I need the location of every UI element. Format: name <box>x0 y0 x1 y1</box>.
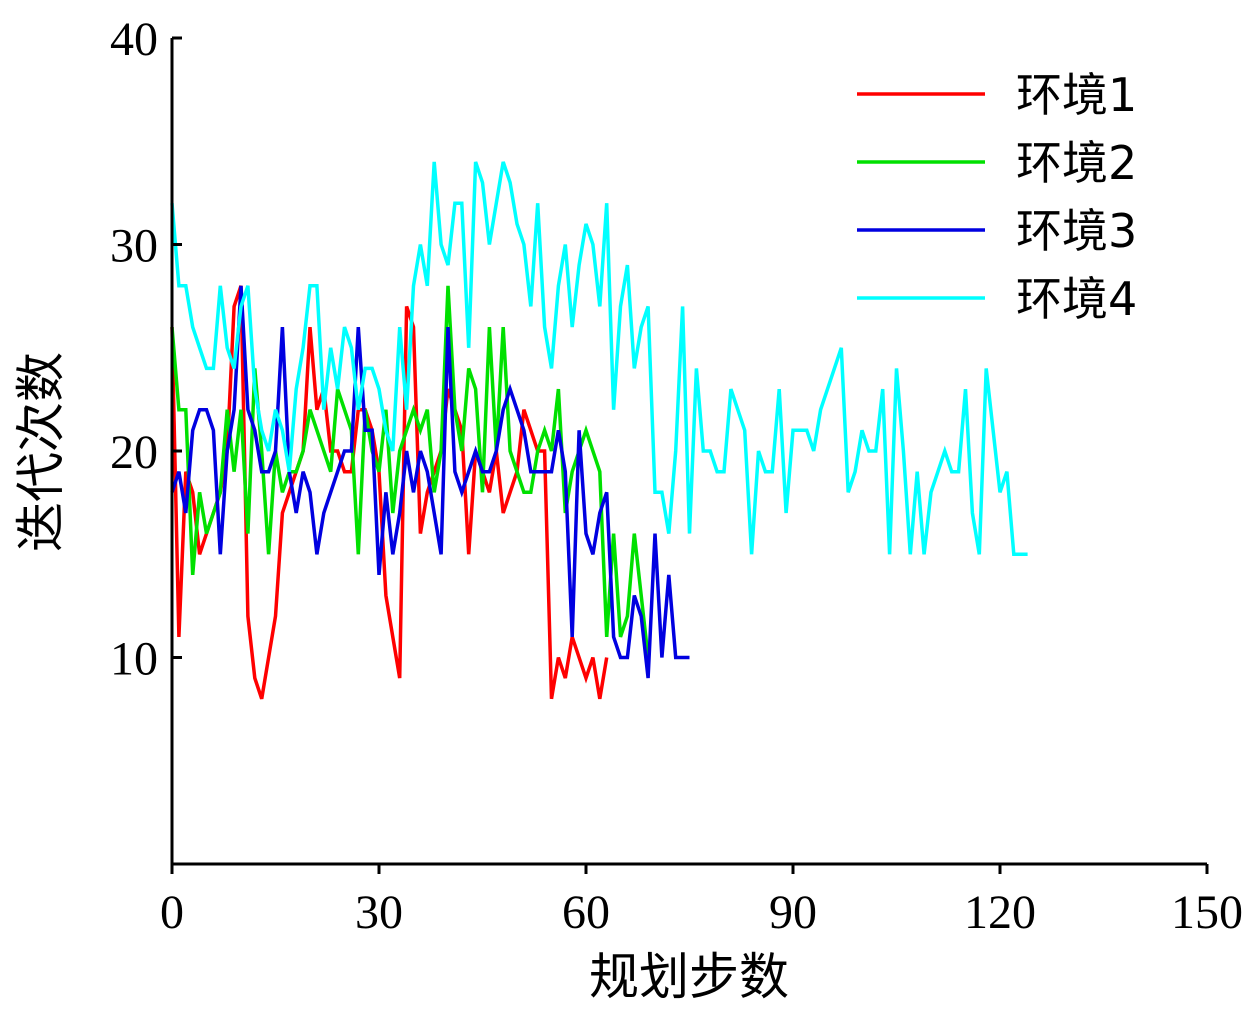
series-line-3 <box>170 285 690 679</box>
x-tick-label: 150 <box>1171 886 1243 939</box>
y-axis-title: 迭代次数 <box>12 352 70 552</box>
legend-label-2: 环境2 <box>1016 136 1137 190</box>
x-axis-title: 规划步数 <box>589 948 789 1006</box>
series-layer <box>170 161 1028 700</box>
x-tick-label: 60 <box>562 886 610 939</box>
legend-label-3: 环境3 <box>1016 204 1137 258</box>
x-tick-label: 30 <box>355 886 403 939</box>
x-tick-label: 0 <box>160 886 184 939</box>
legend: 环境1 环境2 环境3 环境4 <box>857 68 1137 326</box>
series-line-2 <box>170 285 650 658</box>
y-tick-label: 10 <box>110 633 158 686</box>
y-tick-label: 20 <box>110 426 158 479</box>
ticks-layer: 0 30 60 90 120 150 10 20 30 40 <box>110 13 1243 939</box>
x-tick-label: 90 <box>769 886 817 939</box>
legend-label-1: 环境1 <box>1016 68 1137 122</box>
series-line-4 <box>170 161 1028 557</box>
legend-label-4: 环境4 <box>1016 272 1137 326</box>
x-tick-label: 120 <box>964 886 1036 939</box>
y-tick-label: 30 <box>110 220 158 273</box>
y-tick-label: 40 <box>110 13 158 66</box>
